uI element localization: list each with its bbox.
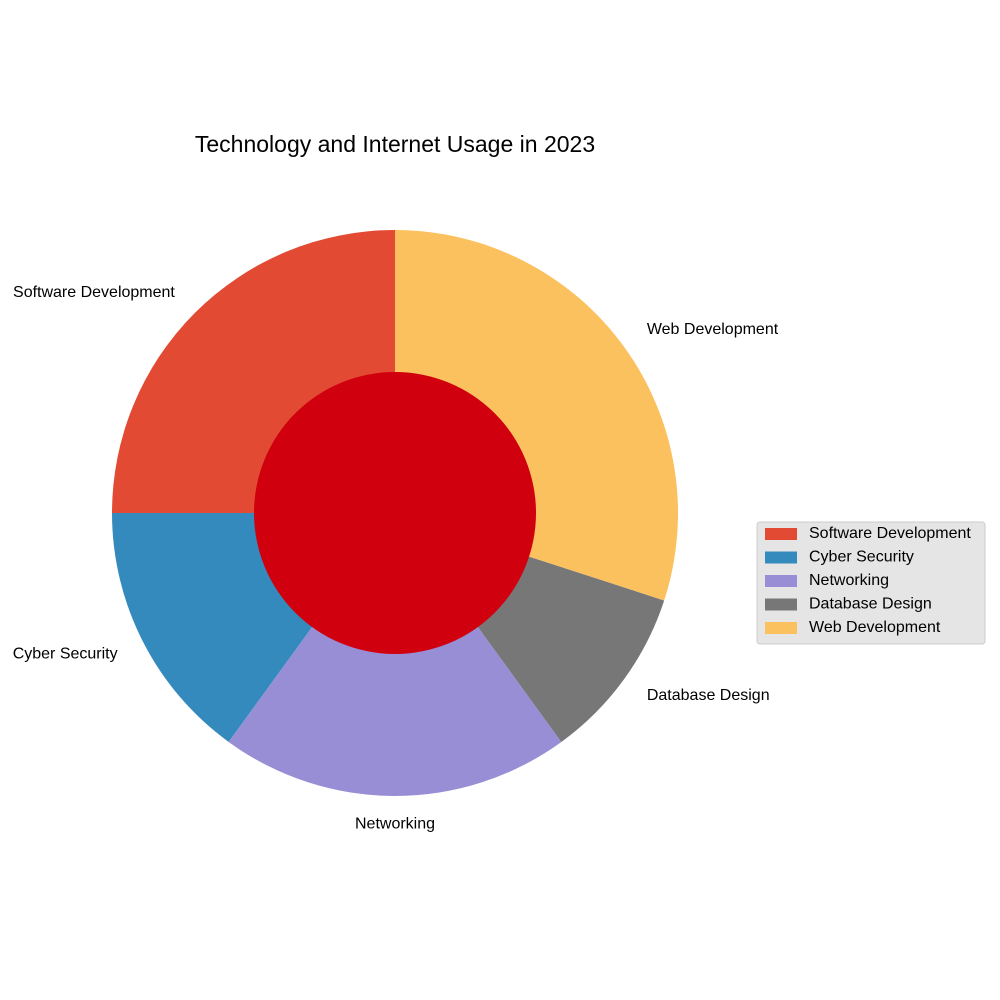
slice-label-software-development: Software Development: [13, 284, 175, 301]
legend-swatch-cyber-security: [765, 551, 797, 564]
legend-label-web-development: Web Development: [809, 619, 941, 636]
center-circle: [254, 372, 536, 654]
legend-swatch-web-development: [765, 622, 797, 634]
legend-label-software-development: Software Development: [809, 525, 971, 542]
chart-title: Technology and Internet Usage in 2023: [195, 131, 595, 157]
legend-label-networking: Networking: [809, 572, 889, 589]
legend-frame: [756, 521, 986, 645]
slice-label-networking: Networking: [355, 816, 435, 833]
slice-label-database-design: Database Design: [647, 687, 770, 704]
pie-slice-networking: [228, 513, 562, 796]
legend-swatch-networking: [765, 575, 797, 587]
legend: Software Development Cyber Security Networ…: [756, 521, 986, 645]
legend-swatch-database-design: [765, 598, 797, 611]
slice-label-cyber-security: Cyber Security: [13, 646, 118, 663]
legend-label-database-design: Database Design: [809, 596, 932, 613]
legend-label-cyber-security: Cyber Security: [809, 549, 914, 566]
slice-labels-group: Software Development Cyber Security Networ…: [13, 284, 779, 832]
legend-swatch-software-development: [765, 528, 797, 540]
slice-label-web-development: Web Development: [647, 321, 779, 338]
